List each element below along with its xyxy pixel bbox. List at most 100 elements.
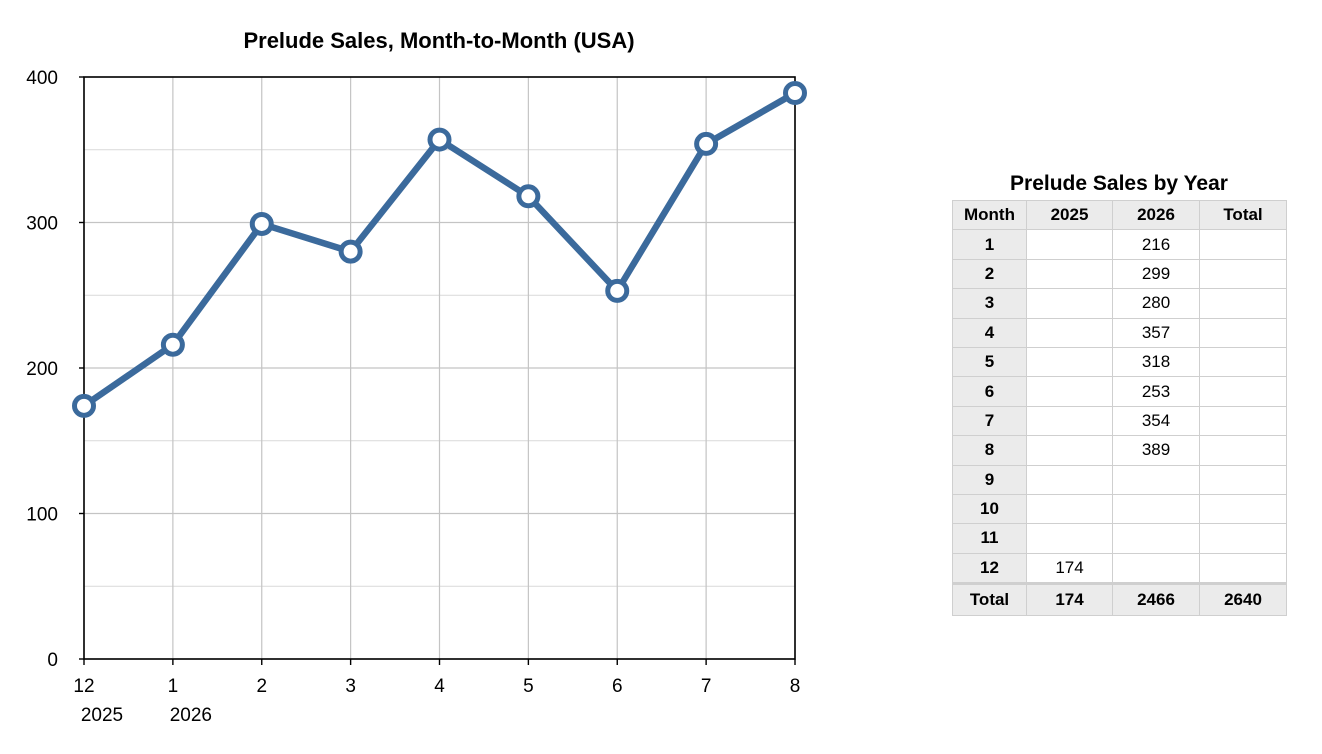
sales-data-point — [694, 131, 719, 156]
sales-data-point — [160, 332, 185, 357]
y-tick-label: 400 — [26, 68, 58, 89]
sales-data-point — [516, 184, 541, 209]
value-2026-cell — [1112, 523, 1200, 554]
sales-line-chart: Prelude Sales, Month-to-Month (USA) 0 100… — [26, 28, 807, 726]
value-2026-cell — [1112, 464, 1200, 495]
table-row: 9 — [952, 464, 1287, 495]
table-body: 1 216 2 299 3 280 4 357 5 318 6 253 7 354 8 389 9 10 11 12 1… — [952, 229, 1287, 585]
value-2025-cell — [1026, 258, 1113, 290]
value-2026-cell — [1112, 493, 1200, 525]
table-row: 10 — [952, 493, 1287, 525]
total-cell — [1199, 258, 1287, 290]
chart-title: Prelude Sales, Month-to-Month (USA) — [243, 28, 634, 53]
total-cell — [1199, 317, 1287, 348]
x-tick-label: 7 — [701, 676, 712, 697]
sales-data-point — [605, 278, 630, 303]
value-2025-cell — [1026, 523, 1113, 554]
value-2026-cell: 216 — [1112, 229, 1200, 260]
total-2026: 2466 — [1112, 582, 1200, 617]
total-cell — [1199, 346, 1287, 378]
table-total-row: Total 174 2466 2640 — [952, 582, 1287, 617]
total-cell — [1199, 405, 1287, 437]
value-2025-cell — [1026, 464, 1113, 495]
month-cell: 6 — [952, 376, 1027, 407]
header-2026: 2026 — [1112, 199, 1200, 231]
month-cell: 3 — [952, 288, 1027, 319]
value-2025-cell — [1026, 493, 1113, 525]
sales-by-year-table-panel: Prelude Sales by Year Month 2025 2026 To… — [952, 170, 1287, 617]
y-tick-label: 200 — [26, 359, 58, 380]
table-row: 2 299 — [952, 258, 1287, 290]
total-cell — [1199, 435, 1287, 466]
month-cell: 8 — [952, 435, 1027, 466]
table-row: 4 357 — [952, 317, 1287, 348]
y-tick-label: 0 — [47, 650, 58, 671]
table-title: Prelude Sales by Year — [1010, 172, 1228, 195]
x-tick-label: 2 — [256, 676, 267, 697]
value-2025-cell — [1026, 317, 1113, 348]
value-2026-cell: 357 — [1112, 317, 1200, 348]
sales-data-point — [427, 127, 452, 152]
x-tick-label: 1 — [168, 676, 179, 697]
value-2026-cell: 354 — [1112, 405, 1200, 437]
month-cell: 9 — [952, 464, 1027, 495]
total-cell — [1199, 523, 1287, 554]
value-2026-cell: 389 — [1112, 435, 1200, 466]
x-year-label: 2026 — [170, 705, 212, 726]
total-cell — [1199, 493, 1287, 525]
table-row: 3 280 — [952, 288, 1287, 319]
x-tick-label: 6 — [612, 676, 623, 697]
value-2026-cell: 280 — [1112, 288, 1200, 319]
x-year-label: 2025 — [81, 705, 123, 726]
month-cell: 1 — [952, 229, 1027, 260]
table-row: 6 253 — [952, 376, 1287, 407]
month-cell: 12 — [952, 552, 1027, 585]
total-label: Total — [952, 582, 1027, 617]
sales-data-point — [72, 393, 96, 418]
value-2026-cell: 253 — [1112, 376, 1200, 407]
value-2025-cell — [1026, 405, 1113, 437]
sales-data-point — [249, 211, 274, 236]
value-2025-cell — [1026, 288, 1113, 319]
sales-data-point — [783, 81, 807, 106]
month-cell: 4 — [952, 317, 1027, 348]
total-cell — [1199, 288, 1287, 319]
value-2025-cell — [1026, 376, 1113, 407]
table-row: 5 318 — [952, 346, 1287, 378]
table-header-row: Month 2025 2026 Total — [952, 199, 1287, 231]
x-tick-label: 8 — [790, 676, 801, 697]
table-row: 12 174 — [952, 552, 1287, 585]
month-cell: 2 — [952, 258, 1027, 290]
table-row: 8 389 — [952, 435, 1287, 466]
total-all: 2640 — [1199, 582, 1287, 617]
table-row: 11 — [952, 523, 1287, 554]
month-cell: 10 — [952, 493, 1027, 525]
month-cell: 7 — [952, 405, 1027, 437]
table-row: 1 216 — [952, 229, 1287, 260]
value-2025-cell: 174 — [1026, 552, 1113, 585]
total-cell — [1199, 552, 1287, 585]
header-2025: 2025 — [1026, 199, 1113, 231]
value-2025-cell — [1026, 229, 1113, 260]
value-2025-cell — [1026, 346, 1113, 378]
sales-data-point — [338, 239, 363, 264]
value-2026-cell: 299 — [1112, 258, 1200, 290]
y-tick-label: 300 — [26, 214, 58, 235]
total-cell — [1199, 229, 1287, 260]
value-2026-cell: 318 — [1112, 346, 1200, 378]
header-month: Month — [952, 199, 1027, 231]
total-cell — [1199, 464, 1287, 495]
value-2026-cell — [1112, 552, 1200, 585]
value-2025-cell — [1026, 435, 1113, 466]
chart-series — [72, 81, 807, 418]
table-row: 7 354 — [952, 405, 1287, 437]
x-tick-label: 12 — [73, 676, 94, 697]
month-cell: 5 — [952, 346, 1027, 378]
x-tick-label: 5 — [523, 676, 534, 697]
x-tick-label: 4 — [434, 676, 445, 697]
total-2025: 174 — [1026, 582, 1113, 617]
month-cell: 11 — [952, 523, 1027, 554]
header-total: Total — [1199, 199, 1287, 231]
x-tick-label: 3 — [345, 676, 356, 697]
